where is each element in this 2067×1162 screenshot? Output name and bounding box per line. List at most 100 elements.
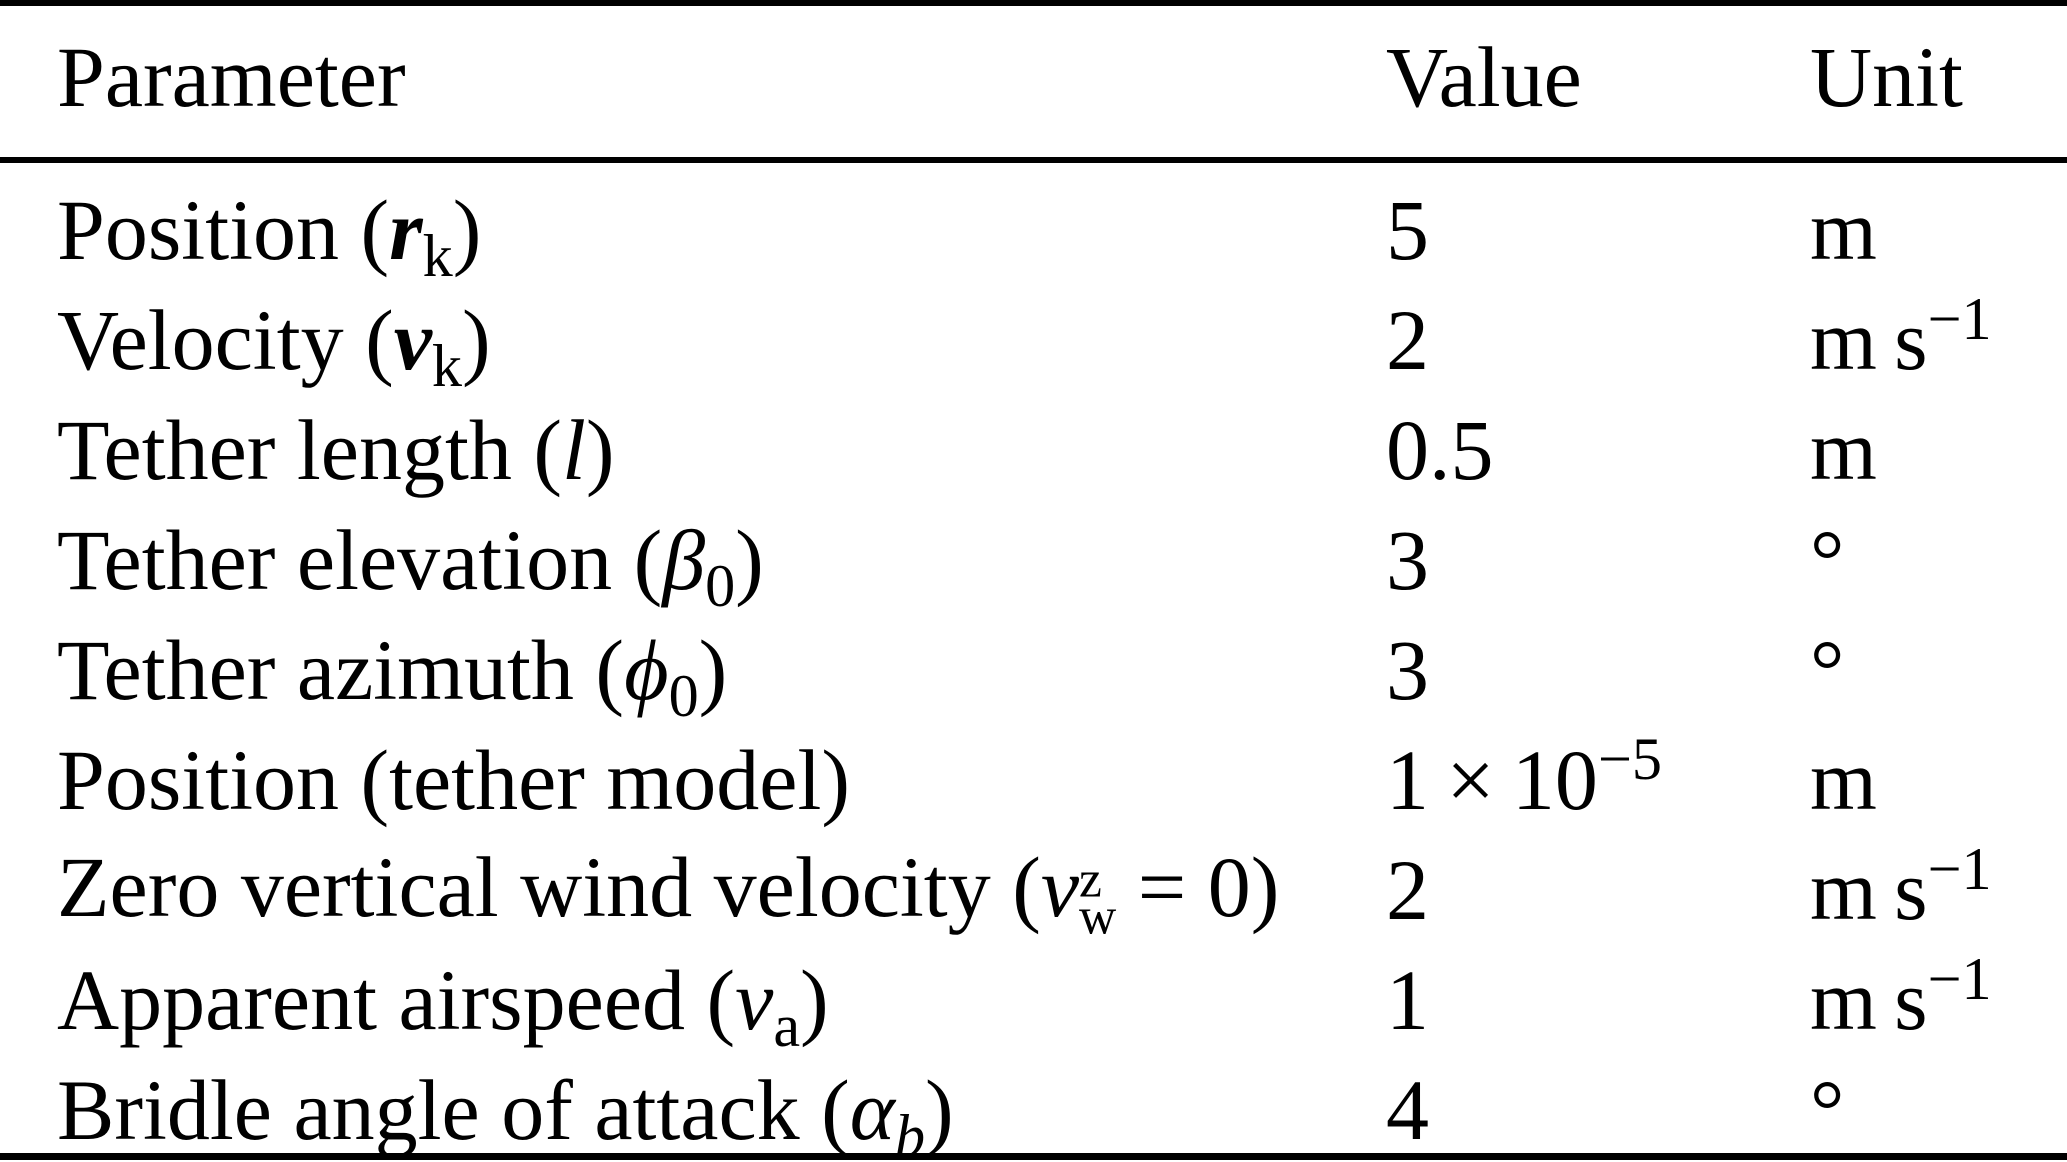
value-exponent: −5 xyxy=(1597,725,1662,793)
math-subscript: w xyxy=(1079,888,1117,946)
column-header-parameter: Parameter xyxy=(0,3,1386,163)
parameter-text: Position (tether model) xyxy=(57,732,850,828)
table-row: Apparent airspeed (va) 1 m s−1 xyxy=(0,933,2067,1056)
parameter-text: = 0) xyxy=(1116,838,1280,935)
column-header-unit: Unit xyxy=(1810,3,2067,163)
value-text: 1 xyxy=(1386,952,1429,1048)
unit-text: ° xyxy=(1810,512,1845,608)
value-text: 2 xyxy=(1386,292,1429,388)
parameter-cell: Apparent airspeed (va) xyxy=(0,933,1386,1056)
unit-cell: m s−1 xyxy=(1810,933,2067,1043)
parameter-cell: Tether azimuth (ϕ0) xyxy=(0,603,1386,726)
parameter-text: Tether azimuth ( xyxy=(57,622,625,718)
math-symbol: β xyxy=(662,512,706,608)
parameter-text: Tether length ( xyxy=(57,402,562,498)
unit-cell: m xyxy=(1810,713,2067,823)
unit-cell: m s−1 xyxy=(1810,823,2067,933)
unit-text: ° xyxy=(1810,622,1845,718)
table-row: Tether elevation (β0) 3 ° xyxy=(0,493,2067,616)
unit-cell: m xyxy=(1810,383,2067,493)
parameter-text: Position ( xyxy=(57,182,390,278)
math-symbol: r xyxy=(389,182,423,278)
unit-exponent: −1 xyxy=(1927,285,1992,353)
math-subscript: b xyxy=(894,1102,926,1162)
math-symbol: l xyxy=(562,402,586,498)
unit-cell: m s−1 xyxy=(1810,273,2067,383)
value-text: 5 xyxy=(1386,182,1429,278)
value-cell: 5 xyxy=(1386,160,1810,273)
parameter-text: ) xyxy=(800,952,829,1048)
unit-cell: ° xyxy=(1810,1043,2067,1157)
value-cell: 3 xyxy=(1386,493,1810,603)
unit-exponent: −1 xyxy=(1927,835,1992,903)
table-row: Zero vertical wind velocity (v z w = 0) 2 … xyxy=(0,823,2067,946)
header-label: Parameter xyxy=(57,28,406,125)
value-text: 1 × 10 xyxy=(1386,732,1598,828)
math-symbol: ϕ xyxy=(624,622,669,718)
parameter-text: ) xyxy=(735,512,764,608)
parameter-cell: Tether length (l) xyxy=(0,383,1386,493)
value-text: 3 xyxy=(1386,512,1429,608)
math-subscript: 0 xyxy=(668,662,699,730)
parameter-text: Tether elevation ( xyxy=(57,512,663,608)
parameter-text: ) xyxy=(698,622,728,718)
unit-text: m xyxy=(1810,402,1877,498)
header-row: Parameter Value Unit xyxy=(0,3,2067,163)
math-symbol: v xyxy=(1040,838,1080,935)
value-cell: 0.5 xyxy=(1386,383,1810,493)
unit-text: m s xyxy=(1810,292,1928,388)
table-row: Tether azimuth (ϕ0) 3 ° xyxy=(0,603,2067,726)
value-cell: 1 × 10−5 xyxy=(1386,713,1810,823)
parameter-cell: Velocity (vk) xyxy=(0,273,1386,396)
unit-text: m s xyxy=(1810,842,1928,938)
table-row: Bridle angle of attack (αb) 4 ° xyxy=(0,1043,2067,1162)
value-cell: 4 xyxy=(1386,1043,1810,1157)
parameter-text: Bridle angle of attack ( xyxy=(57,1062,850,1158)
unit-text: ° xyxy=(1810,1062,1845,1158)
math-symbol: v xyxy=(393,292,432,388)
math-subscript: 0 xyxy=(705,552,736,620)
unit-text: m s xyxy=(1810,952,1928,1048)
value-text: 2 xyxy=(1386,842,1429,938)
header-label: Unit xyxy=(1810,28,1963,125)
column-header-value: Value xyxy=(1386,3,1810,163)
math-symbol: α xyxy=(849,1062,895,1158)
parameter-cell: Bridle angle of attack (αb) xyxy=(0,1043,1386,1162)
parameter-cell: Tether elevation (β0) xyxy=(0,493,1386,616)
unit-cell: ° xyxy=(1810,603,2067,713)
table-row: Velocity (vk) 2 m s−1 xyxy=(0,273,2067,396)
unit-cell: m xyxy=(1810,160,2067,273)
value-cell: 2 xyxy=(1386,273,1810,383)
parameter-cell: Zero vertical wind velocity (v z w = 0) xyxy=(0,823,1386,946)
math-subscript: k xyxy=(431,332,463,400)
table-row: Tether length (l) 0.5 m xyxy=(0,383,2067,493)
parameter-cell: Position (rk) xyxy=(0,160,1386,286)
unit-cell: ° xyxy=(1810,493,2067,603)
value-cell: 1 xyxy=(1386,933,1810,1043)
parameter-text: ) xyxy=(452,182,482,278)
value-text: 3 xyxy=(1386,622,1429,718)
value-text: 0.5 xyxy=(1386,402,1494,498)
parameter-text: Apparent airspeed ( xyxy=(57,952,736,1048)
parameter-text: Velocity ( xyxy=(57,292,394,388)
math-symbol: v xyxy=(735,952,774,1048)
unit-text: m xyxy=(1810,732,1877,828)
math-subscript: k xyxy=(422,222,453,290)
table-row: Position (tether model) 1 × 10−5 m xyxy=(0,713,2067,823)
header-label: Value xyxy=(1386,28,1582,125)
math-superscript: z xyxy=(1079,851,1102,909)
parameter-cell: Position (tether model) xyxy=(0,713,1386,823)
value-text: 4 xyxy=(1386,1062,1429,1158)
parameter-text: Zero vertical wind velocity ( xyxy=(57,838,1041,935)
unit-exponent: −1 xyxy=(1927,945,1992,1013)
math-subscript: a xyxy=(773,992,801,1060)
value-cell: 3 xyxy=(1386,603,1810,713)
parameter-text: ) xyxy=(585,402,615,498)
table-row: Position (rk) 5 m xyxy=(0,160,2067,286)
value-cell: 2 xyxy=(1386,823,1810,933)
unit-text: m xyxy=(1810,182,1877,278)
parameter-text: ) xyxy=(462,292,491,388)
